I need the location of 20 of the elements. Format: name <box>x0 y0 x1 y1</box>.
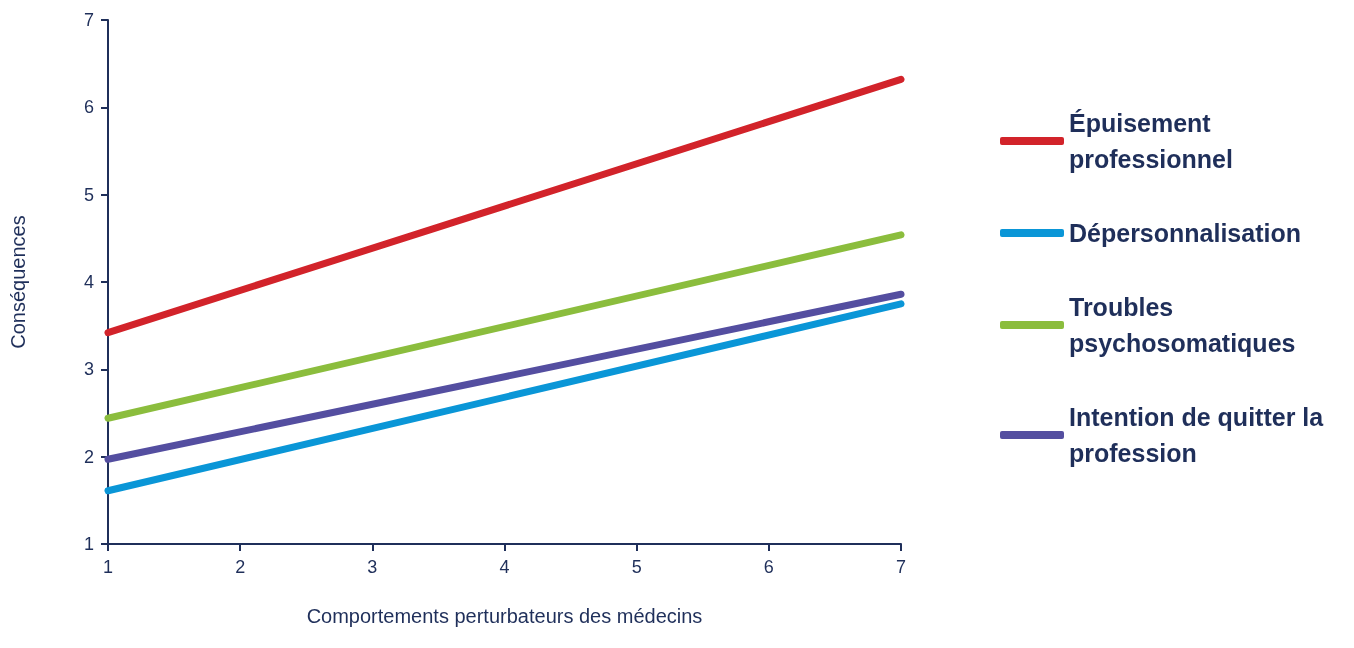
y-tick-label: 1 <box>83 534 94 554</box>
x-axis-title: Comportements perturbateurs des médecins <box>306 605 703 627</box>
legend-label: Dépersonnalisation <box>1069 219 1301 247</box>
x-tick-label: 2 <box>235 557 246 577</box>
y-tick-label: 6 <box>83 97 94 118</box>
x-tick-label: 7 <box>895 557 907 577</box>
x-tick-label: 4 <box>499 557 510 577</box>
y-tick-label: 5 <box>83 184 94 205</box>
x-tick-label: 1 <box>102 557 114 577</box>
legend-label: Intention de quitter la profession <box>1069 403 1331 467</box>
x-tick-label: 6 <box>763 557 774 577</box>
legend-label: Troubles psychosomatiques <box>1069 293 1296 357</box>
legend-label: Épuisement professionnel <box>1069 109 1233 173</box>
y-tick-label: 4 <box>83 272 94 292</box>
x-tick-label: 5 <box>631 557 642 577</box>
y-tick-label: 7 <box>83 10 94 30</box>
y-tick-label: 3 <box>83 359 94 380</box>
y-axis-title: Conséquences <box>7 215 29 349</box>
y-tick-label: 2 <box>83 446 94 467</box>
x-tick-label: 3 <box>367 557 378 577</box>
